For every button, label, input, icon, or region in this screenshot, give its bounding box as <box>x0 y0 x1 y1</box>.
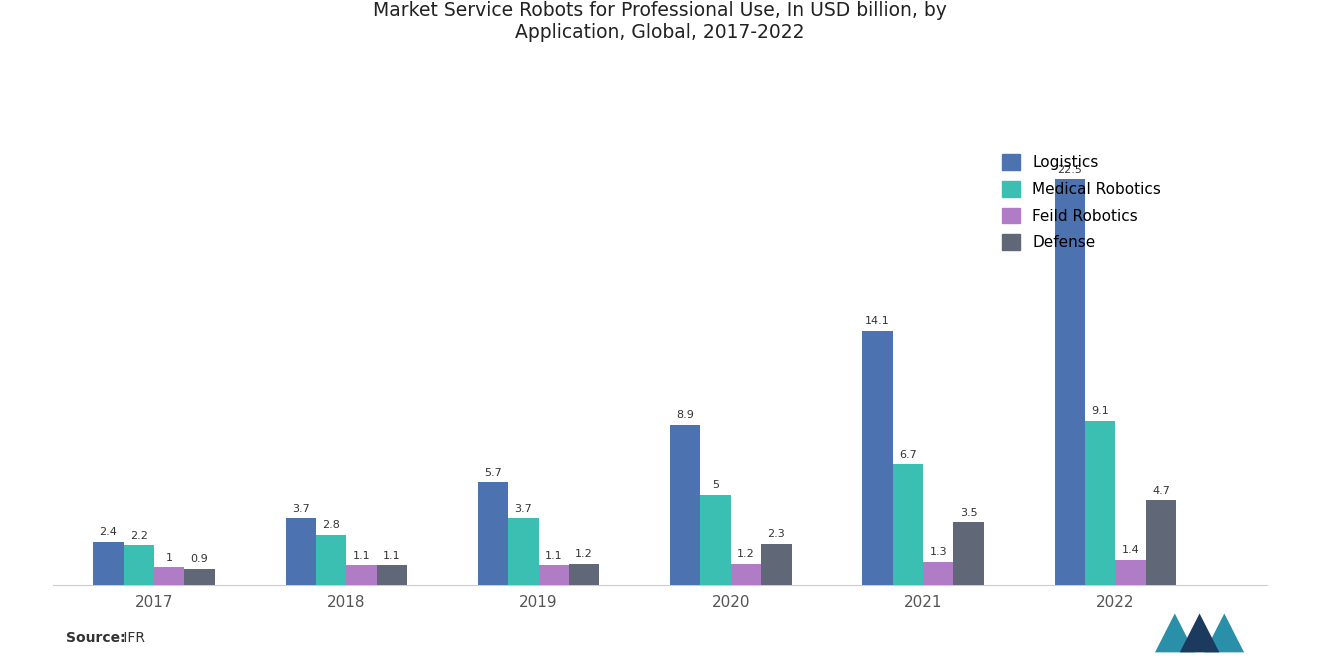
Bar <box>1146 500 1176 585</box>
Text: 3.7: 3.7 <box>515 504 532 514</box>
Text: 6.7: 6.7 <box>899 450 917 460</box>
Text: 1.3: 1.3 <box>929 547 948 557</box>
Text: 8.9: 8.9 <box>676 410 694 420</box>
Text: 2.4: 2.4 <box>99 527 117 537</box>
Text: 14.1: 14.1 <box>865 316 890 326</box>
Text: 1.2: 1.2 <box>576 549 593 559</box>
Bar <box>1055 179 1085 585</box>
Bar <box>1085 421 1115 585</box>
Bar <box>376 565 407 585</box>
Text: 5.7: 5.7 <box>484 467 502 477</box>
Text: 1.1: 1.1 <box>383 551 401 561</box>
Title: Market Service Robots for Professional Use, In USD billion, by
Application, Glob: Market Service Robots for Professional U… <box>374 1 946 42</box>
Text: 4.7: 4.7 <box>1152 486 1170 496</box>
Bar <box>762 544 792 585</box>
Bar <box>701 495 731 585</box>
Text: 1.1: 1.1 <box>545 551 562 561</box>
Bar <box>185 569 215 585</box>
Text: 5: 5 <box>713 480 719 491</box>
Text: 0.9: 0.9 <box>190 555 209 565</box>
Text: 1.1: 1.1 <box>352 551 371 561</box>
Text: 2.2: 2.2 <box>129 531 148 541</box>
Text: 2.8: 2.8 <box>322 520 341 530</box>
Bar <box>953 522 983 585</box>
Text: 9.1: 9.1 <box>1092 406 1109 416</box>
Text: 1.2: 1.2 <box>737 549 755 559</box>
Bar <box>94 542 124 585</box>
Bar <box>124 545 154 585</box>
Text: 3.5: 3.5 <box>960 507 978 517</box>
Bar <box>569 563 599 585</box>
Bar <box>478 482 508 585</box>
Bar <box>315 535 346 585</box>
Bar <box>154 567 185 585</box>
Text: 22.5: 22.5 <box>1057 164 1082 174</box>
Bar <box>508 519 539 585</box>
Legend: Logistics, Medical Robotics, Feild Robotics, Defense: Logistics, Medical Robotics, Feild Robot… <box>995 148 1167 256</box>
Bar <box>892 464 923 585</box>
Text: IFR: IFR <box>119 631 145 645</box>
Bar <box>346 565 376 585</box>
Bar <box>1115 560 1146 585</box>
Text: 1.4: 1.4 <box>1122 545 1139 555</box>
Bar <box>731 563 762 585</box>
Bar <box>862 331 892 585</box>
Text: 3.7: 3.7 <box>292 504 310 514</box>
Text: Source:: Source: <box>66 631 125 645</box>
Bar <box>539 565 569 585</box>
Text: 1: 1 <box>166 553 173 563</box>
Bar <box>671 424 701 585</box>
Bar <box>923 562 953 585</box>
Bar <box>285 519 315 585</box>
Text: 2.3: 2.3 <box>767 529 785 539</box>
